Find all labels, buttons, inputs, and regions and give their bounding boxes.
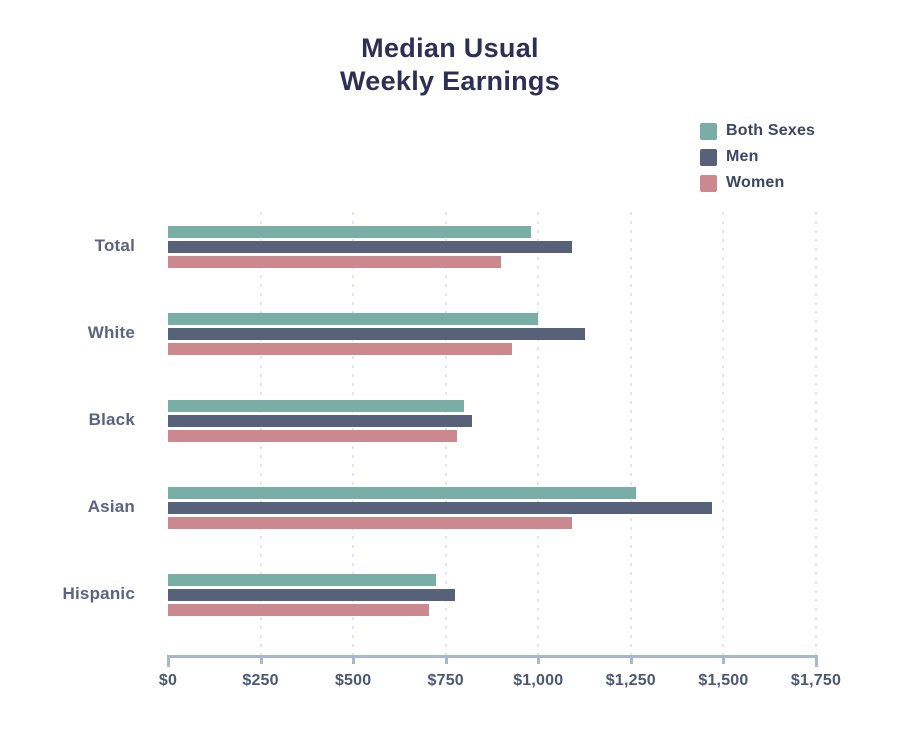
chart-title: Median Usual Weekly Earnings	[0, 32, 900, 98]
category-label-total: Total	[94, 236, 135, 255]
legend-swatch-both-sexes-icon	[700, 122, 717, 140]
x-tick-label: $1,000	[513, 672, 564, 689]
gridline-1750	[815, 212, 817, 655]
category-label-hispanic: Hispanic	[62, 584, 135, 603]
legend-swatch-men-icon	[700, 148, 717, 166]
chart-title-line2: Weekly Earnings	[339, 65, 561, 96]
bar-hispanic-both-sexes	[168, 574, 437, 586]
bar-white-both-sexes	[168, 313, 539, 325]
gridline-1250	[629, 212, 632, 655]
category-label-asian: Asian	[87, 497, 135, 516]
gridline-1500	[722, 212, 725, 655]
legend-swatch-women-icon	[700, 174, 717, 192]
x-tick-label: $0	[158, 672, 178, 689]
axis-tick-0	[167, 655, 170, 667]
x-tick-label: $1,250	[605, 672, 656, 689]
bar-white-men	[168, 328, 585, 340]
bar-asian-men	[168, 502, 713, 514]
category-label-white: White	[87, 323, 135, 342]
x-tick-label: $750	[427, 672, 464, 689]
bar-black-women	[168, 430, 457, 442]
legend-label: Women	[726, 174, 785, 191]
bar-white-women	[168, 343, 513, 355]
axis-tick-1500	[722, 655, 726, 664]
plot-area: $0 $250 $500 $750 $1,000 $1,250 $1,500 $1,750	[159, 210, 841, 689]
legend: Both Sexes Men Women	[700, 118, 815, 196]
legend-item-women: Women	[700, 170, 815, 196]
bar-black-both-sexes	[168, 400, 465, 412]
bar-asian-both-sexes	[168, 487, 637, 499]
bar-hispanic-men	[168, 589, 455, 601]
bar-asian-women	[168, 517, 572, 529]
legend-label: Men	[726, 148, 759, 165]
axis-tick-1000	[537, 655, 541, 664]
chart-title-line1: Median Usual	[361, 33, 539, 63]
bar-total-men	[168, 241, 572, 253]
bar-total-both-sexes	[168, 226, 531, 238]
bar-hispanic-women	[168, 604, 430, 616]
axis-tick-250	[259, 655, 263, 664]
axis-tick-1750	[815, 655, 818, 667]
bar-black-men	[168, 415, 472, 427]
x-tick-label: $1,750	[790, 672, 842, 689]
axis-tick-750	[444, 655, 448, 664]
gridline-1000	[537, 212, 540, 655]
legend-item-both-sexes: Both Sexes	[700, 118, 815, 144]
axis-tick-500	[352, 655, 356, 664]
x-tick-label: $500	[334, 672, 372, 689]
bar-total-women	[168, 256, 502, 268]
category-label-black: Black	[88, 410, 135, 429]
legend-item-men: Men	[700, 144, 815, 170]
axis-tick-1250	[629, 655, 633, 664]
x-tick-label: $250	[242, 672, 279, 689]
legend-label: Both Sexes	[726, 122, 816, 139]
x-tick-label: $1,500	[698, 672, 749, 689]
